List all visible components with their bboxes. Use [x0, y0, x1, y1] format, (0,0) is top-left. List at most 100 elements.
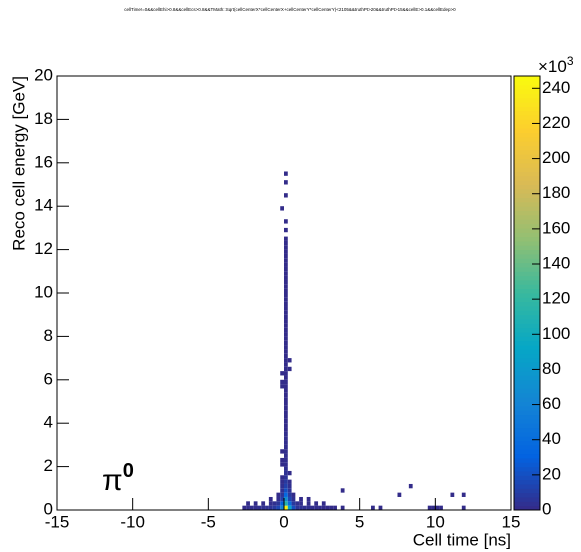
y-tick-label: 2 — [44, 456, 53, 475]
colorbar-step — [514, 110, 540, 116]
colorbar-step — [514, 505, 540, 511]
cell — [284, 462, 288, 467]
cell — [333, 505, 337, 510]
cell — [287, 479, 292, 484]
colorbar-step — [514, 162, 540, 168]
cell — [268, 505, 273, 510]
cell — [284, 240, 288, 246]
cell — [284, 388, 288, 393]
cell — [284, 171, 288, 176]
colorbar-step — [514, 444, 540, 450]
cell — [435, 505, 440, 510]
x-tick-label: 10 — [426, 512, 445, 531]
z-tick-label: 200 — [542, 148, 570, 167]
cell — [287, 492, 292, 497]
cell — [249, 505, 254, 510]
colorbar-step — [514, 141, 540, 146]
colorbar-step — [514, 332, 540, 337]
cell — [284, 266, 288, 272]
colorbar-step — [514, 245, 540, 251]
z-tick-label: 80 — [542, 359, 561, 378]
colorbar-step — [514, 214, 540, 220]
colorbar-step — [514, 262, 540, 268]
z-tick-label: 40 — [542, 429, 561, 448]
cells — [242, 171, 466, 510]
cell — [287, 505, 292, 510]
colorbar-step — [514, 236, 540, 242]
cell — [257, 505, 262, 510]
cell — [299, 496, 303, 502]
cell — [284, 449, 288, 454]
cell — [284, 353, 288, 359]
y-tick-label: 14 — [34, 196, 53, 215]
cell — [276, 496, 281, 502]
colorbar-step — [514, 180, 540, 185]
colorbar-step — [514, 457, 540, 463]
cell — [431, 505, 436, 510]
cell — [284, 384, 288, 389]
x-tick-label: -15 — [45, 512, 70, 531]
colorbar-step — [514, 158, 540, 164]
colorbar-step — [514, 358, 540, 363]
colorbar-step — [514, 80, 540, 86]
cell — [280, 483, 284, 489]
chart-title: cellTime!=0&&cellEhi>0.8&&cellEcs>0.8&&T… — [124, 7, 456, 12]
colorbar-step — [514, 232, 540, 238]
cell — [284, 262, 288, 267]
cell — [321, 501, 326, 506]
colorbar-step — [514, 401, 540, 407]
colorbar-step — [514, 453, 540, 459]
cell — [397, 492, 402, 497]
colorbar-step — [514, 436, 540, 442]
cell — [280, 492, 284, 497]
cell — [291, 501, 296, 506]
cell — [284, 271, 288, 276]
colorbar-step — [514, 227, 540, 233]
cell — [284, 193, 288, 198]
y-tick-label: 10 — [34, 282, 53, 301]
colorbar-step — [514, 301, 540, 307]
y-tick-label: 4 — [44, 413, 53, 432]
cell — [280, 371, 284, 376]
x-axis-title: Cell time [ns] — [413, 530, 511, 549]
cell — [287, 501, 292, 506]
cell — [284, 457, 288, 463]
colorbar-step — [514, 293, 540, 298]
cell — [340, 488, 345, 493]
colorbar-step — [514, 175, 540, 181]
colorbar-step — [514, 97, 540, 103]
z-tick-label: 120 — [542, 289, 570, 308]
cell — [284, 488, 288, 493]
x-tick-label: 0 — [279, 512, 288, 531]
z-tick-label: 240 — [542, 78, 570, 97]
colorbar-step — [514, 345, 540, 350]
cell — [439, 505, 443, 510]
cell — [276, 501, 281, 506]
colorbar-step — [514, 384, 540, 389]
colorbar-step — [514, 136, 540, 142]
colorbar-step — [514, 366, 540, 372]
colorbar-step — [514, 418, 540, 424]
colorbar-step — [514, 266, 540, 272]
cell — [284, 219, 288, 224]
cell — [284, 392, 288, 398]
cell — [280, 488, 284, 493]
cell — [284, 483, 288, 489]
colorbar-step — [514, 405, 540, 411]
colorbar-step — [514, 76, 540, 81]
colorbar-step — [514, 223, 540, 229]
cell — [284, 466, 288, 471]
annotation-text: π — [102, 464, 123, 497]
cell — [284, 323, 288, 328]
cell — [287, 470, 292, 476]
cell — [284, 336, 288, 341]
colorbar-step — [514, 340, 540, 346]
cell — [284, 180, 288, 185]
y-tick-label: 0 — [44, 499, 53, 518]
cell — [284, 414, 288, 419]
cell — [246, 501, 250, 506]
cell — [340, 505, 345, 510]
y-axis-title: Reco cell energy [GeV] — [9, 76, 28, 251]
colorbar-step — [514, 470, 540, 476]
